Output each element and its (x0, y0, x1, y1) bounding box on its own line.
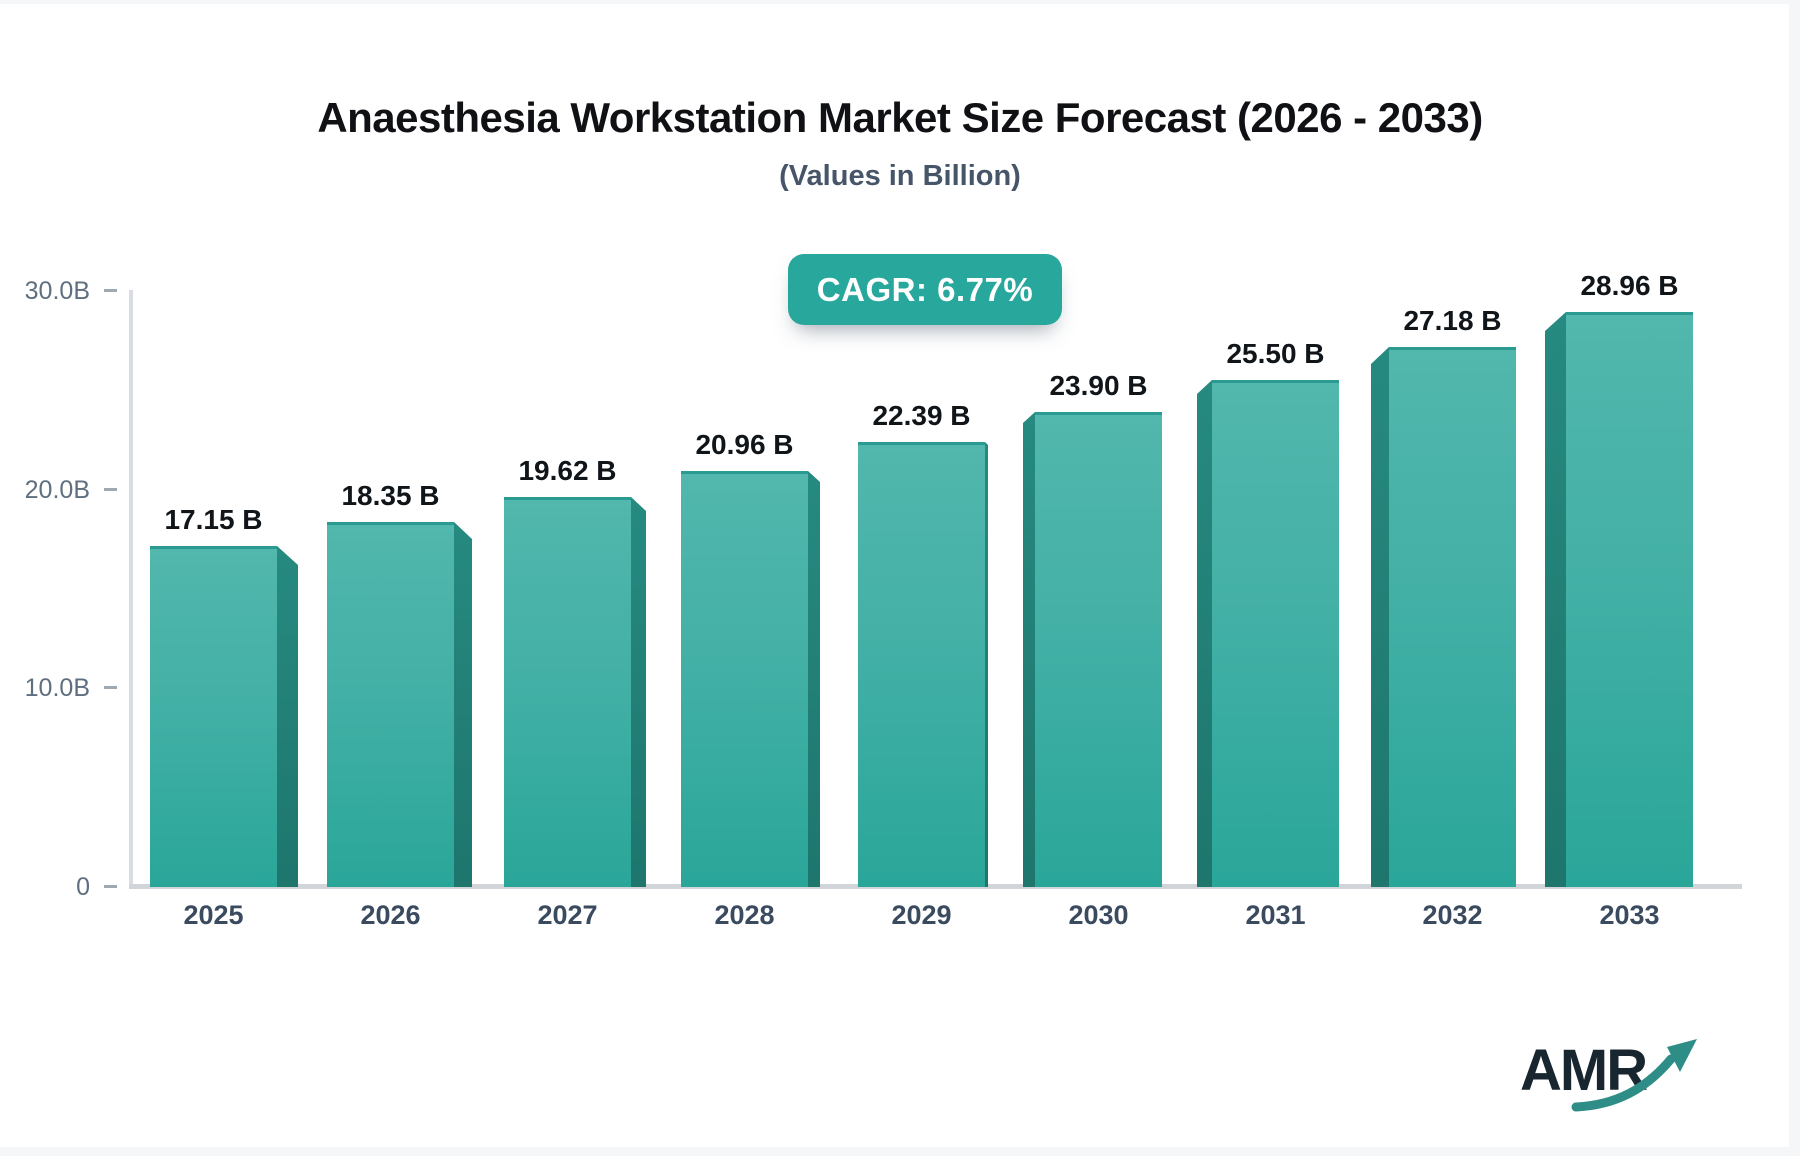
y-axis-tick-mark (104, 885, 117, 888)
bar-front-face (327, 522, 454, 887)
cagr-badge-label: CAGR: 6.77% (816, 270, 1034, 308)
bar-side-face (1197, 380, 1212, 887)
bar-value-label: 25.50 B (1226, 338, 1325, 369)
chart-title: Anaesthesia Workstation Market Size Fore… (317, 94, 1483, 141)
y-axis-tick-label: 30.0B (24, 277, 90, 305)
bar-value-label: 23.90 B (1049, 370, 1148, 401)
x-axis-label: 2028 (714, 900, 775, 930)
y-axis-tick-label: 0 (76, 873, 90, 901)
y-axis-tick-mark (104, 289, 117, 292)
page-edge-right (1789, 0, 1800, 1156)
bar-2032 (1371, 347, 1516, 887)
y-axis-tick-mark (104, 487, 117, 491)
page-edge-top (0, 0, 1800, 4)
chart-subtitle: (Values in Billion) (779, 160, 1021, 192)
page-edge-bottom (0, 1147, 1800, 1156)
y-axis-tick-mark (104, 686, 117, 690)
bar-front-face (150, 546, 277, 887)
x-axis-label: 2033 (1599, 900, 1660, 930)
bar-value-label: 27.18 B (1403, 305, 1502, 336)
bar-front-face (858, 442, 985, 887)
x-axis-label: 2025 (183, 900, 244, 930)
x-axis-label: 2029 (891, 900, 952, 930)
bar-side-face (985, 442, 988, 887)
bar-2030 (1023, 412, 1162, 887)
bar-2025 (150, 546, 298, 887)
bar-front-face (1566, 312, 1693, 887)
bar-2033 (1545, 312, 1693, 887)
x-axis-label: 2032 (1422, 900, 1483, 930)
bar-2028 (681, 471, 820, 887)
bar-front-face (1389, 347, 1516, 887)
y-axis-tick-label: 10.0B (24, 674, 90, 703)
bar-front-face (681, 471, 808, 887)
bar-value-label: 20.96 B (695, 429, 794, 460)
y-axis-line (129, 290, 133, 887)
bar-2031 (1197, 380, 1339, 887)
x-axis-label: 2030 (1068, 900, 1129, 930)
bar-front-face (504, 497, 631, 887)
bar-side-face (1545, 312, 1566, 887)
bar-value-label: 17.15 B (164, 504, 263, 535)
bar-2027 (504, 497, 646, 887)
bar-value-label: 19.62 B (518, 455, 617, 486)
bar-value-label: 22.39 B (872, 400, 971, 431)
bar-front-face (1212, 380, 1339, 887)
bar-side-face (631, 497, 646, 887)
bar-value-label: 18.35 B (341, 480, 440, 511)
y-axis-tick-label: 20.0B (24, 475, 90, 504)
bar-value-label: 28.96 B (1580, 270, 1679, 301)
bar-side-face (454, 522, 472, 887)
cagr-badge: CAGR: 6.77% (788, 254, 1062, 325)
x-axis-label: 2031 (1245, 900, 1306, 930)
growth-arrow-icon (1571, 1039, 1697, 1112)
bar-side-face (1371, 347, 1389, 887)
bar-2029 (858, 442, 988, 887)
bar-2026 (327, 522, 472, 887)
bar-front-face (1035, 412, 1162, 887)
bar-side-face (1023, 412, 1035, 887)
x-axis-label: 2027 (537, 900, 598, 930)
brand-logo: AMR (1520, 1038, 1697, 1112)
bar-side-face (808, 471, 820, 887)
x-axis-label: 2026 (360, 900, 421, 930)
bar-side-face (277, 546, 298, 887)
